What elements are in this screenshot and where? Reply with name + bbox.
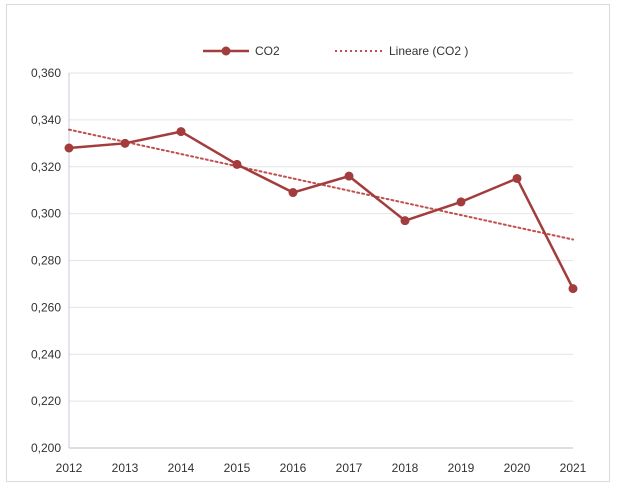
y-tick-label: 0,320	[31, 160, 61, 174]
x-tick-label: 2014	[168, 461, 195, 475]
y-tick-label: 0,360	[31, 66, 61, 80]
co2-data-point	[120, 138, 130, 148]
co2-data-point	[288, 188, 298, 198]
co2-data-point	[176, 127, 186, 137]
y-tick-label: 0,340	[31, 113, 61, 127]
x-tick-label: 2020	[504, 461, 531, 475]
co2-data-point	[400, 216, 410, 226]
y-tick-label: 0,220	[31, 394, 61, 408]
y-tick-labels: 0,200 0,220 0,240 0,260 0,280 0,300 0,320 0,340…	[31, 66, 61, 455]
x-tick-label: 2015	[224, 461, 251, 475]
series-layer	[64, 127, 578, 294]
legend-co2-marker	[221, 46, 231, 56]
axes	[68, 73, 573, 449]
legend-co2-label: CO2	[255, 44, 280, 58]
x-tick-label: 2019	[448, 461, 475, 475]
co2-series-line	[68, 130, 575, 290]
y-tick-label: 0,240	[31, 347, 61, 361]
co2-data-point	[344, 171, 354, 181]
y-tick-label: 0,300	[31, 207, 61, 221]
co2-data-point	[232, 159, 242, 169]
y-tick-label: 0,260	[31, 300, 61, 314]
x-tick-label: 2018	[392, 461, 419, 475]
y-tick-label: 0,200	[31, 441, 61, 455]
x-tick-label: 2013	[112, 461, 139, 475]
legend: CO2 Lineare (CO2 )	[203, 44, 468, 58]
co2-line-chart: 0,200 0,220 0,240 0,260 0,280 0,300 0,320 0,340…	[31, 44, 587, 475]
co2-data-point	[568, 284, 578, 294]
x-tick-label: 2012	[56, 461, 83, 475]
legend-trend-label: Lineare (CO2 )	[389, 44, 468, 58]
co2-data-point	[512, 173, 522, 183]
x-tick-labels: 2012 2013 2014 2015 2016 2017 2018 2019 2020 2021	[56, 461, 587, 475]
x-tick-label: 2017	[336, 461, 363, 475]
co2-data-point	[456, 197, 466, 207]
co2-data-point	[64, 143, 74, 153]
chart-area: 0,200 0,220 0,240 0,260 0,280 0,300 0,320 0,340…	[6, 4, 610, 482]
y-tick-label: 0,280	[31, 254, 61, 268]
gridlines	[69, 72, 573, 402]
x-tick-label: 2016	[280, 461, 307, 475]
x-tick-label: 2021	[560, 461, 587, 475]
